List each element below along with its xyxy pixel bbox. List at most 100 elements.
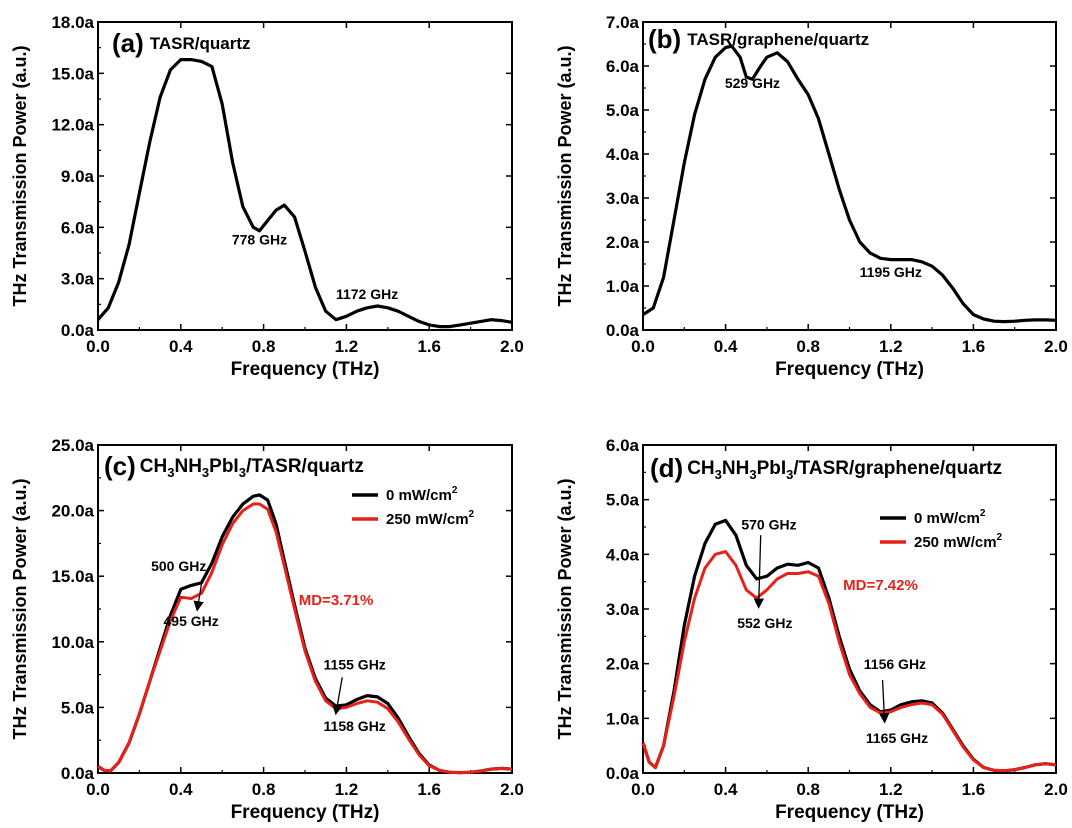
panel-title-subscript: 3 xyxy=(715,467,722,482)
legend-label: 250 mW/cm2 xyxy=(914,532,1003,551)
panel-label: (c) xyxy=(104,451,136,481)
x-tick-label: 0.4 xyxy=(714,780,738,799)
annotation-arrow xyxy=(193,583,204,612)
x-tick-label: 1.2 xyxy=(879,780,903,799)
x-tick-label: 0.0 xyxy=(631,780,655,799)
x-axis-label: Frequency (THz) xyxy=(231,359,380,380)
y-tick-label: 4.0a xyxy=(606,145,640,164)
x-tick-label: 1.2 xyxy=(335,337,359,356)
chart-panel-b: 0.0 0.4 0.8 1.2 1.6 2.0 0.0a 1.0a 2.0a 3.0a 4.0a 5.… xyxy=(555,13,1068,380)
x-tick-label: 2.0 xyxy=(1044,780,1068,799)
x-tick-label: 2.0 xyxy=(500,780,524,799)
panel-title: (b) TASR/graphene/quartz xyxy=(648,24,869,54)
annotation-arrow xyxy=(879,680,890,724)
panel-title-text: TASR/quartz xyxy=(150,34,251,53)
y-tick-label: 20.0a xyxy=(51,502,94,521)
y-tick-label: 0.0a xyxy=(606,321,640,340)
panel-title-text: NH xyxy=(174,456,201,477)
panel-title-text: /TASR/quartz xyxy=(246,456,364,477)
plot-frame xyxy=(97,21,513,331)
y-tick-label: 15.0a xyxy=(51,64,94,83)
y-tick-label: 2.0a xyxy=(606,655,640,674)
y-tick-label: 9.0a xyxy=(61,167,95,186)
md-label: MD=7.42% xyxy=(843,577,918,594)
chart-panel-a: 0.0 0.4 0.8 1.2 1.6 2.0 0.0a 3.0a 6.0a 9.0a 12.0a 1… xyxy=(10,13,524,380)
series-line-0 xyxy=(641,518,1057,773)
annotation-label: 1155 GHz xyxy=(324,656,386,672)
x-tick-label: 0.4 xyxy=(169,780,193,799)
annotation-label: 1172 GHz xyxy=(336,286,398,302)
annotation-label: 495 GHz xyxy=(164,613,219,629)
legend-label: 0 mW/cm2 xyxy=(914,508,986,527)
chart-panel-d: 0.0 0.4 0.8 1.2 1.6 2.0 0.0a 1.0a 2.0a 3.0a 4.0a 5.… xyxy=(555,436,1068,823)
y-axis-label: THz Transmission Power (a.u.) xyxy=(555,478,575,739)
panel-title-text: NH xyxy=(722,458,749,479)
x-tick-label: 1.2 xyxy=(335,780,359,799)
x-tick-label: 0.4 xyxy=(169,337,193,356)
panel-title-text: PbI xyxy=(209,456,239,477)
y-tick-label: 3.0a xyxy=(61,270,95,289)
annotation-label: 1165 GHz xyxy=(866,730,928,746)
x-axis-label: Frequency (THz) xyxy=(775,359,924,380)
panel-title: (d) CH3NH3PbI3/TASR/graphene/quartz xyxy=(650,453,1002,483)
annotation-arrow xyxy=(332,677,343,716)
y-tick-label: 0.0a xyxy=(61,321,95,340)
x-axis-label: Frequency (THz) xyxy=(775,802,924,823)
panel-title: (c) CH3NH3PbI3/TASR/quartz xyxy=(104,451,364,481)
x-tick-label: 0.8 xyxy=(252,780,276,799)
annotation-label: 552 GHz xyxy=(737,615,792,631)
y-tick-label: 6.0a xyxy=(606,436,640,455)
panel-label: (b) xyxy=(648,24,681,54)
panel-title-text: TASR/graphene/quartz xyxy=(687,30,869,49)
y-tick-label: 10.0a xyxy=(51,633,94,652)
legend: 0 mW/cm2 250 mW/cm2 xyxy=(352,485,475,528)
y-tick-label: 15.0a xyxy=(51,567,94,586)
x-tick-label: 1.2 xyxy=(879,337,903,356)
y-tick-label: 7.0a xyxy=(606,13,640,32)
panel-title-subscript: 3 xyxy=(239,465,246,480)
panel-label: (a) xyxy=(112,28,144,58)
annotation-label: 570 GHz xyxy=(741,517,796,533)
y-axis-label: THz Transmission Power (a.u.) xyxy=(555,45,575,306)
x-tick-label: 1.6 xyxy=(417,337,441,356)
annotation-arrow xyxy=(753,535,765,609)
y-tick-label: 0.0a xyxy=(61,764,95,783)
x-tick-label: 1.6 xyxy=(962,337,986,356)
y-tick-label: 6.0a xyxy=(61,218,95,237)
x-tick-label: 1.6 xyxy=(417,780,441,799)
annotation-label: 1156 GHz xyxy=(864,656,926,672)
annotation-label: 500 GHz xyxy=(151,558,206,574)
series-line-0 xyxy=(642,44,1057,324)
panel-title-subscript: 3 xyxy=(749,467,756,482)
y-tick-label: 1.0a xyxy=(606,709,640,728)
x-tick-label: 0.8 xyxy=(796,337,820,356)
plot-frame xyxy=(642,21,1057,331)
y-axis-label: THz Transmission Power (a.u.) xyxy=(10,478,30,739)
x-tick-label: 0.0 xyxy=(631,337,655,356)
md-label: MD=3.71% xyxy=(299,592,374,609)
y-tick-label: 3.0a xyxy=(606,189,640,208)
annotation-label: 529 GHz xyxy=(725,75,780,91)
series-line-0 xyxy=(96,57,513,329)
legend: 0 mW/cm2 250 mW/cm2 xyxy=(880,508,1003,551)
panel-label: (d) xyxy=(650,453,683,483)
panel-title-text: CH xyxy=(140,456,167,477)
x-tick-label: 0.0 xyxy=(86,337,110,356)
y-tick-label: 18.0a xyxy=(51,13,94,32)
y-tick-label: 4.0a xyxy=(606,545,640,564)
x-axis-label: Frequency (THz) xyxy=(231,802,380,823)
y-tick-label: 3.0a xyxy=(606,600,640,619)
y-tick-label: 6.0a xyxy=(606,57,640,76)
annotation-label: 778 GHz xyxy=(232,231,287,247)
y-tick-label: 5.0a xyxy=(61,698,95,717)
panel-title-subscript: 3 xyxy=(202,465,209,480)
x-tick-label: 0.0 xyxy=(86,780,110,799)
panel-title-text: PbI xyxy=(757,458,787,479)
y-axis-label: THz Transmission Power (a.u.) xyxy=(10,45,30,306)
y-tick-label: 12.0a xyxy=(51,116,94,135)
y-tick-label: 2.0a xyxy=(606,233,640,252)
y-tick-label: 1.0a xyxy=(606,277,640,296)
panel-title-subscript: 3 xyxy=(167,465,174,480)
panel-title-subscript: 3 xyxy=(786,467,793,482)
